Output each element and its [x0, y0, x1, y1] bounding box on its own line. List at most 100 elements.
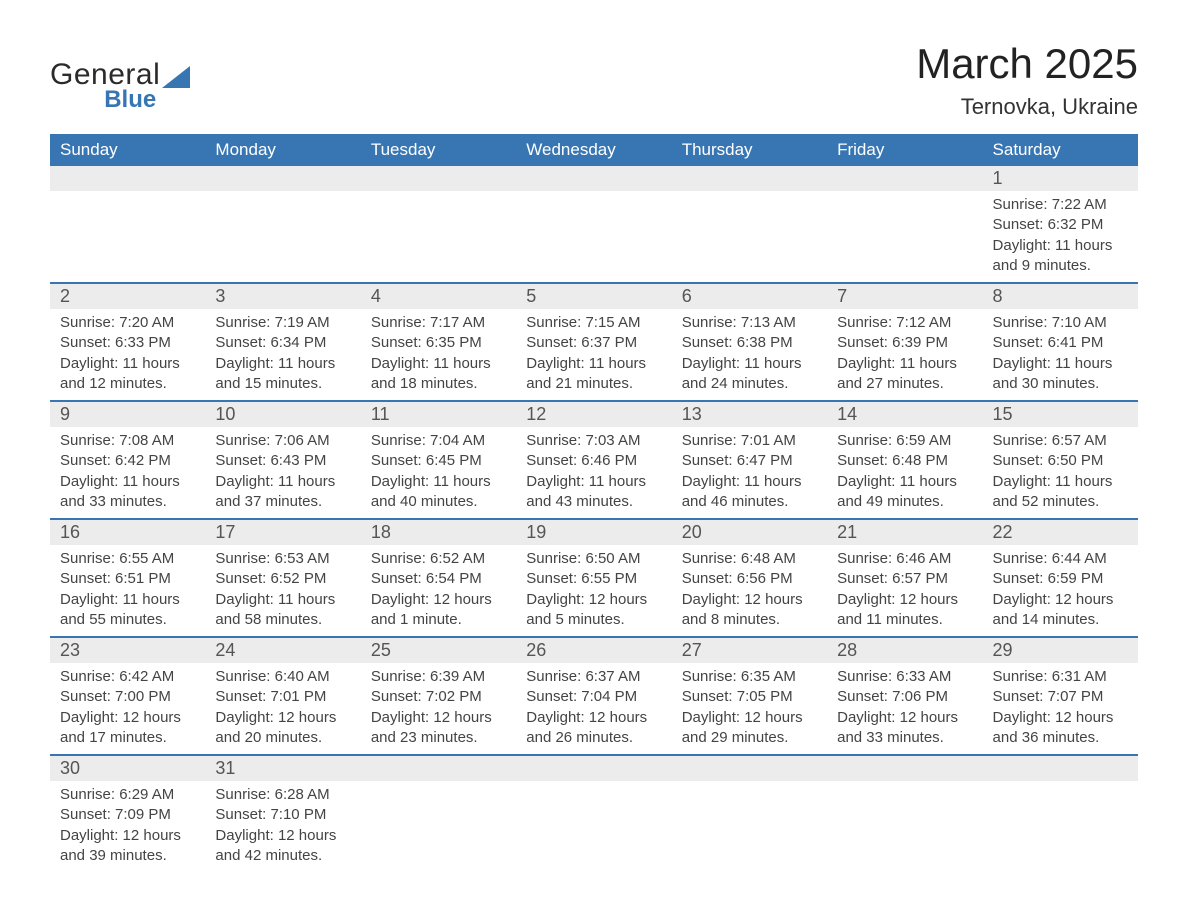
sunrise-line: Sunrise: 7:01 AM [682, 431, 817, 451]
sunrise-line: Sunrise: 6:31 AM [993, 667, 1128, 687]
sunrise-line: Sunrise: 6:52 AM [371, 549, 506, 569]
calendar-day: 15Sunrise: 6:57 AMSunset: 6:50 PMDayligh… [983, 402, 1138, 518]
calendar-day: 26Sunrise: 6:37 AMSunset: 7:04 PMDayligh… [516, 638, 671, 754]
daylight-line: Daylight: 12 hours and 36 minutes. [993, 708, 1128, 749]
day-number [205, 166, 360, 191]
sunset-line: Sunset: 6:46 PM [526, 451, 661, 471]
sunrise-line: Sunrise: 6:46 AM [837, 549, 972, 569]
sunset-line: Sunset: 6:50 PM [993, 451, 1128, 471]
daylight-line: Daylight: 11 hours and 52 minutes. [993, 472, 1128, 513]
sunset-line: Sunset: 6:37 PM [526, 333, 661, 353]
daylight-line: Daylight: 11 hours and 12 minutes. [60, 354, 195, 395]
sunset-line: Sunset: 6:38 PM [682, 333, 817, 353]
sunset-line: Sunset: 6:33 PM [60, 333, 195, 353]
daylight-line: Daylight: 11 hours and 9 minutes. [993, 236, 1128, 277]
dow-cell: Monday [205, 134, 360, 166]
sunset-line: Sunset: 6:57 PM [837, 569, 972, 589]
daylight-line: Daylight: 12 hours and 20 minutes. [215, 708, 350, 749]
calendar-day-empty [205, 166, 360, 282]
sunrise-line: Sunrise: 7:22 AM [993, 195, 1128, 215]
day-number: 3 [205, 284, 360, 309]
dow-cell: Saturday [983, 134, 1138, 166]
sunrise-line: Sunrise: 7:08 AM [60, 431, 195, 451]
day-of-week-header: SundayMondayTuesdayWednesdayThursdayFrid… [50, 134, 1138, 166]
dow-cell: Tuesday [361, 134, 516, 166]
sunrise-line: Sunrise: 6:29 AM [60, 785, 195, 805]
calendar-day: 2Sunrise: 7:20 AMSunset: 6:33 PMDaylight… [50, 284, 205, 400]
sunset-line: Sunset: 6:32 PM [993, 215, 1128, 235]
calendar-day: 21Sunrise: 6:46 AMSunset: 6:57 PMDayligh… [827, 520, 982, 636]
calendar-week: 2Sunrise: 7:20 AMSunset: 6:33 PMDaylight… [50, 282, 1138, 400]
sunset-line: Sunset: 6:39 PM [837, 333, 972, 353]
sunset-line: Sunset: 7:09 PM [60, 805, 195, 825]
sunrise-line: Sunrise: 7:06 AM [215, 431, 350, 451]
calendar-day-empty [50, 166, 205, 282]
calendar-day: 31Sunrise: 6:28 AMSunset: 7:10 PMDayligh… [205, 756, 360, 872]
location-label: Ternovka, Ukraine [916, 94, 1138, 120]
sunrise-line: Sunrise: 7:10 AM [993, 313, 1128, 333]
calendar-day-empty [516, 756, 671, 872]
sunset-line: Sunset: 6:59 PM [993, 569, 1128, 589]
day-number [672, 166, 827, 191]
daylight-line: Daylight: 11 hours and 33 minutes. [60, 472, 195, 513]
calendar-page: General Blue March 2025 Ternovka, Ukrain… [50, 40, 1138, 872]
calendar-day: 13 Sunrise: 7:01 AMSunset: 6:47 PMDayligh… [672, 402, 827, 518]
sunset-line: Sunset: 6:47 PM [682, 451, 817, 471]
daylight-line: Daylight: 12 hours and 17 minutes. [60, 708, 195, 749]
sunset-line: Sunset: 7:02 PM [371, 687, 506, 707]
sunrise-line: Sunrise: 6:48 AM [682, 549, 817, 569]
day-number: 13 [672, 402, 827, 427]
sunset-line: Sunset: 6:51 PM [60, 569, 195, 589]
sunrise-line: Sunrise: 7:12 AM [837, 313, 972, 333]
sunset-line: Sunset: 6:43 PM [215, 451, 350, 471]
calendar-day: 19Sunrise: 6:50 AMSunset: 6:55 PMDayligh… [516, 520, 671, 636]
day-number: 17 [205, 520, 360, 545]
calendar-day: 24 Sunrise: 6:40 AMSunset: 7:01 PMDayligh… [205, 638, 360, 754]
day-number [361, 756, 516, 781]
sunset-line: Sunset: 7:06 PM [837, 687, 972, 707]
daylight-line: Daylight: 11 hours and 21 minutes. [526, 354, 661, 395]
calendar-day: 29Sunrise: 6:31 AMSunset: 7:07 PMDayligh… [983, 638, 1138, 754]
calendar-day: 5Sunrise: 7:15 AMSunset: 6:37 PMDaylight… [516, 284, 671, 400]
calendar-week: 23Sunrise: 6:42 AMSunset: 7:00 PMDayligh… [50, 636, 1138, 754]
daylight-line: Daylight: 11 hours and 46 minutes. [682, 472, 817, 513]
sunset-line: Sunset: 7:01 PM [215, 687, 350, 707]
calendar-day: 9Sunrise: 7:08 AMSunset: 6:42 PMDaylight… [50, 402, 205, 518]
day-number [516, 756, 671, 781]
day-number: 23 [50, 638, 205, 663]
calendar-day-empty [672, 166, 827, 282]
day-number: 11 [361, 402, 516, 427]
day-number [827, 166, 982, 191]
sunrise-line: Sunrise: 7:15 AM [526, 313, 661, 333]
calendar-week: 16Sunrise: 6:55 AMSunset: 6:51 PMDayligh… [50, 518, 1138, 636]
calendar-grid: SundayMondayTuesdayWednesdayThursdayFrid… [50, 134, 1138, 872]
calendar-day: 28Sunrise: 6:33 AMSunset: 7:06 PMDayligh… [827, 638, 982, 754]
sail-icon [162, 66, 190, 88]
day-number: 19 [516, 520, 671, 545]
sunrise-line: Sunrise: 7:03 AM [526, 431, 661, 451]
calendar-day-empty [672, 756, 827, 872]
dow-cell: Wednesday [516, 134, 671, 166]
calendar-day: 10Sunrise: 7:06 AMSunset: 6:43 PMDayligh… [205, 402, 360, 518]
day-number: 27 [672, 638, 827, 663]
daylight-line: Daylight: 11 hours and 27 minutes. [837, 354, 972, 395]
day-number: 9 [50, 402, 205, 427]
calendar-day-empty [827, 756, 982, 872]
sunrise-line: Sunrise: 7:19 AM [215, 313, 350, 333]
daylight-line: Daylight: 11 hours and 58 minutes. [215, 590, 350, 631]
day-number: 14 [827, 402, 982, 427]
sunrise-line: Sunrise: 6:40 AM [215, 667, 350, 687]
daylight-line: Daylight: 12 hours and 5 minutes. [526, 590, 661, 631]
dow-cell: Sunday [50, 134, 205, 166]
calendar-day: 20Sunrise: 6:48 AMSunset: 6:56 PMDayligh… [672, 520, 827, 636]
daylight-line: Daylight: 11 hours and 24 minutes. [682, 354, 817, 395]
calendar-day: 17Sunrise: 6:53 AMSunset: 6:52 PMDayligh… [205, 520, 360, 636]
day-number: 16 [50, 520, 205, 545]
daylight-line: Daylight: 11 hours and 40 minutes. [371, 472, 506, 513]
calendar-day: 6Sunrise: 7:13 AMSunset: 6:38 PMDaylight… [672, 284, 827, 400]
day-number: 24 [205, 638, 360, 663]
day-number: 4 [361, 284, 516, 309]
sunrise-line: Sunrise: 6:37 AM [526, 667, 661, 687]
sunrise-line: Sunrise: 6:33 AM [837, 667, 972, 687]
dow-cell: Friday [827, 134, 982, 166]
